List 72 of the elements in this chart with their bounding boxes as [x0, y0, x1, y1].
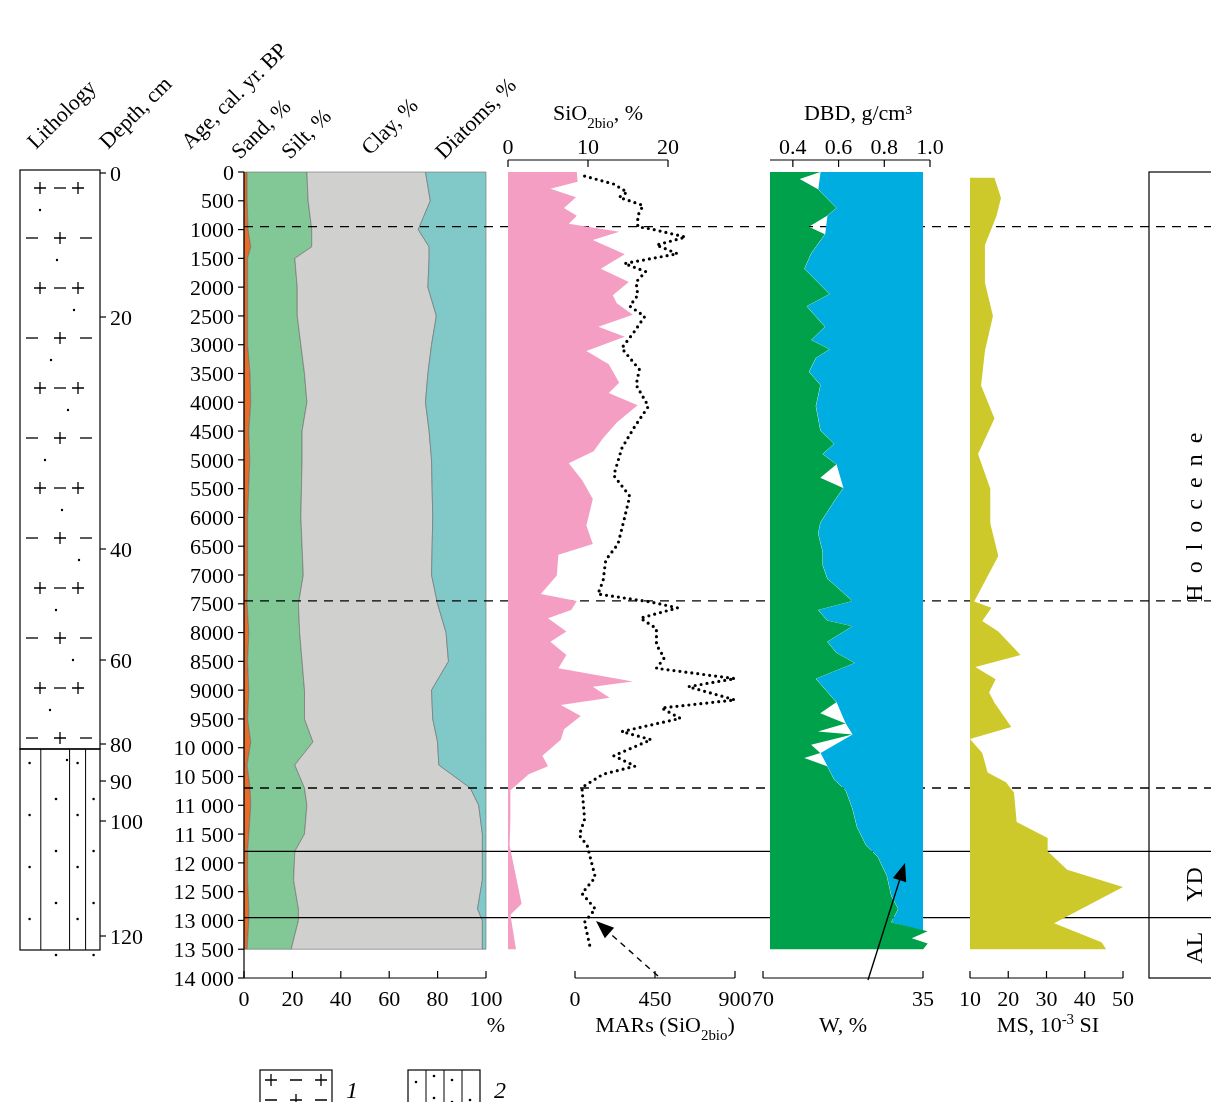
text: 20 [110, 304, 132, 330]
text: Holocene [1180, 421, 1207, 602]
x2-tick-label: 0.4 [779, 134, 807, 159]
y-tick-label: 5500 [190, 476, 234, 502]
y-tick-label: 6500 [190, 533, 234, 559]
y-tick-label: 13 500 [173, 936, 234, 962]
text: 120 [110, 923, 143, 949]
x2-axis-title: SiO$_{2bio}$, % [552, 100, 644, 131]
x-tick-label: 80 [426, 986, 449, 1011]
text: 0 [110, 160, 121, 186]
text: 80 [110, 731, 132, 757]
x-tick-label: 0 [569, 986, 581, 1011]
text: 1 [346, 1077, 358, 1102]
y-tick-label: 14 000 [173, 965, 234, 991]
y-tick-label: 3000 [190, 332, 234, 358]
x2-tick-label: 0.6 [824, 134, 853, 159]
text: 60 [110, 647, 132, 673]
y-tick-label: 2500 [190, 303, 234, 329]
x-tick-label: 70 [752, 986, 774, 1011]
y-tick-label: 13 000 [173, 908, 234, 934]
x2-tick-label: 0 [502, 134, 514, 159]
y-tick-label: 11 000 [174, 792, 234, 818]
text: 40 [110, 536, 132, 562]
y-tick-label: 7500 [190, 591, 234, 617]
y-tick-label: 4000 [190, 389, 234, 415]
x-tick-label: 50 [1112, 986, 1134, 1011]
x-tick-label: 40 [1073, 986, 1096, 1011]
x-tick-label: 10 [959, 986, 981, 1011]
x-tick-label: 100 [469, 986, 503, 1011]
x-tick-label: 900 [718, 986, 752, 1011]
x2-tick-label: 1.0 [916, 134, 944, 159]
x-tick-label: 35 [912, 986, 934, 1011]
y-tick-label: 2000 [190, 274, 234, 300]
y-tick-label: 1500 [190, 246, 234, 272]
y-tick-label: 12 000 [173, 850, 234, 876]
text: Clay, % [355, 92, 423, 160]
y-tick-label: 3500 [190, 361, 234, 387]
y-tick-label: 8500 [190, 649, 234, 675]
y-tick-label: 12 500 [173, 879, 234, 905]
y-tick-label: 9000 [190, 677, 234, 703]
x-tick-label: 30 [1035, 986, 1058, 1011]
x-axis-title: MS, 10$^{-3}$ SI [996, 1011, 1100, 1037]
x-tick-label: 20 [281, 986, 304, 1011]
y-tick-label: 500 [201, 188, 234, 214]
y-tick-label: 7000 [190, 562, 234, 588]
x-axis-title: % [486, 1012, 505, 1037]
x-tick-label: 40 [329, 986, 352, 1011]
x-tick-label: 20 [997, 986, 1020, 1011]
x2-tick-label: 10 [577, 134, 599, 159]
x-axis-title: W, % [818, 1012, 868, 1037]
x-tick-label: 0 [238, 986, 250, 1011]
text: AL [1180, 931, 1207, 964]
y-tick-label: 11 500 [174, 821, 234, 847]
x2-tick-label: 20 [657, 134, 679, 159]
y-tick-label: 5000 [190, 447, 234, 473]
x-tick-label: 450 [638, 986, 672, 1011]
x-axis-title: MARs (SiO$_{2bio}$) [595, 1012, 735, 1043]
text: 90 [110, 768, 132, 794]
y-tick-label: 10 500 [173, 764, 234, 790]
y-tick-label: 8000 [190, 620, 234, 646]
x2-tick-label: 0.8 [870, 134, 899, 159]
text: 100 [110, 808, 143, 834]
y-tick-label: 10 000 [173, 735, 234, 761]
x2-axis-title: DBD, g/cm³ [803, 100, 913, 125]
y-tick-label: 6000 [190, 505, 234, 531]
y-tick-label: 0 [223, 159, 234, 185]
y-tick-label: 9500 [190, 706, 234, 732]
text: YD [1180, 867, 1207, 902]
x-tick-label: 60 [378, 986, 401, 1011]
text: 2 [494, 1077, 506, 1102]
y-tick-label: 1000 [190, 217, 234, 243]
y-tick-label: 4500 [190, 418, 234, 444]
